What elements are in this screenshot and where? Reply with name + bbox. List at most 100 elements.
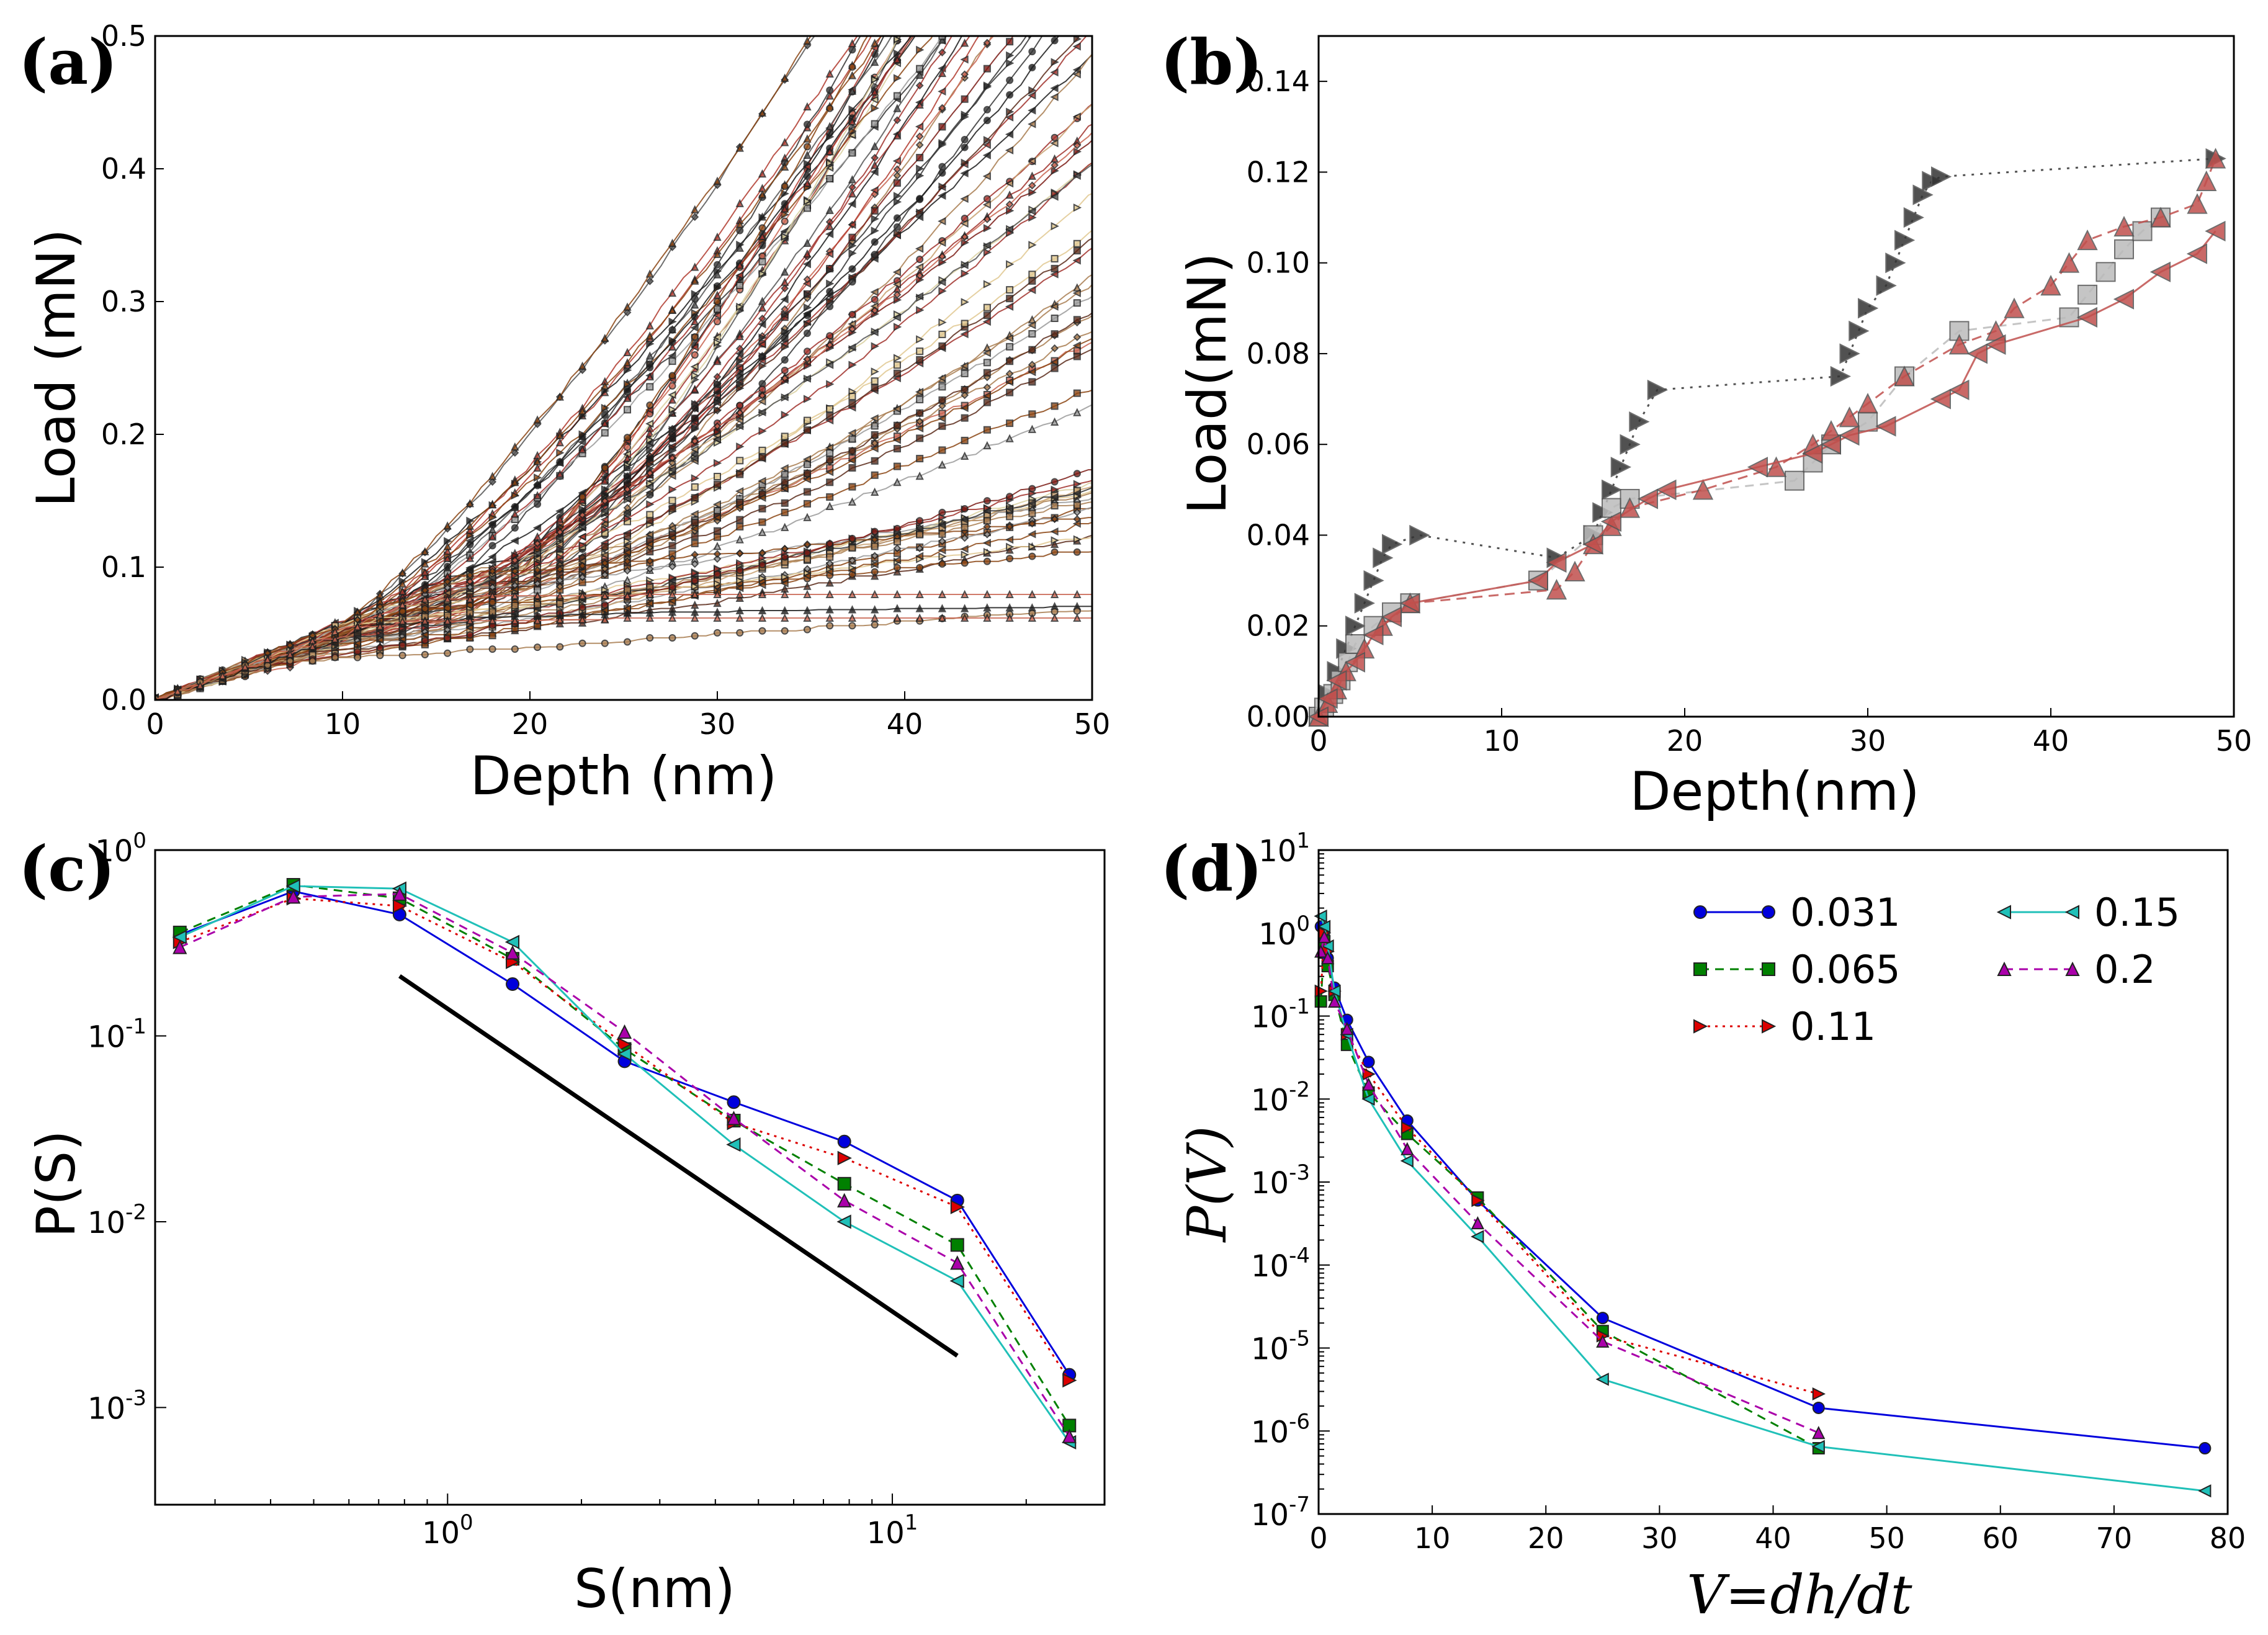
curve-marker-a (825, 222, 834, 230)
curve-marker-a (758, 315, 766, 323)
curve-marker-a (1096, 343, 1103, 349)
data-point-c-0.15 (285, 879, 300, 894)
curve-marker-a (691, 213, 699, 222)
curve-marker-a (624, 638, 632, 646)
data-point-b-red-up-triangles (1692, 479, 1714, 500)
curve-marker-a (578, 639, 586, 647)
curve-marker-a (1119, 591, 1125, 598)
data-point-b-dark-right-triangles (1903, 207, 1924, 228)
curve-marker-a (938, 589, 947, 598)
curve-marker-a (1028, 552, 1036, 560)
series-line-b-gray-squares (1317, 217, 2161, 717)
curve-marker-a (691, 577, 699, 585)
curve-marker-a (939, 0, 945, 1)
curve-marker-a (601, 476, 609, 485)
curve-marker-a (1096, 336, 1103, 342)
data-point-b-red-left-triangles (1546, 552, 1567, 573)
curve-marker-a (1051, 402, 1059, 410)
curve-marker-a (623, 613, 632, 622)
curve-marker-a (758, 446, 766, 454)
panel-label-b: (b) (1160, 25, 1263, 99)
curve-marker-a (938, 401, 946, 410)
curve-marker-a (758, 527, 767, 536)
curve-marker-a (870, 414, 879, 423)
data-point-c-0.031 (727, 1095, 741, 1109)
curve-marker-a (555, 392, 564, 401)
curve-marker-a (1073, 613, 1082, 622)
curve-marker-a (983, 517, 991, 525)
curve-marker-a (736, 457, 744, 465)
load-curve-a (155, 36, 971, 699)
curve-marker-a (983, 195, 991, 203)
data-point-c-0.15 (949, 1273, 964, 1289)
curve-marker-a (848, 249, 857, 258)
data-point-d-0.15 (1811, 1440, 1825, 1453)
data-point-b-gray-squares (1785, 470, 1804, 491)
curve-marker-a (871, 104, 879, 112)
curve-marker-a (1096, 156, 1103, 163)
curve-marker-a (917, 25, 923, 31)
curve-marker-a (375, 635, 384, 645)
curve-marker-a (1050, 417, 1059, 426)
curve-marker-a (533, 457, 542, 465)
curve-marker-a (826, 279, 835, 288)
legend-marker-0.15 (1996, 905, 2011, 920)
curve-marker-a (1096, 221, 1103, 227)
curve-marker-a (917, 2, 923, 8)
curve-marker-a (1096, 475, 1103, 482)
curve-marker-a (939, 17, 945, 23)
legend-marker-0.11 (1693, 1019, 1708, 1034)
tick-label-b-y: 0.10 (1247, 246, 1310, 280)
curve-marker-a (983, 398, 991, 406)
tick-label-b-y: 0.12 (1247, 155, 1310, 189)
curve-marker-a (848, 38, 857, 48)
data-point-b-red-up-triangles (1839, 406, 1860, 428)
curve-marker-a (578, 511, 586, 519)
curve-marker-a (1096, 603, 1103, 609)
curve-marker-a (736, 559, 745, 568)
curve-marker-a (960, 219, 969, 228)
curve-marker-a (961, 550, 969, 559)
curve-marker-a (758, 108, 767, 117)
curve-marker-a (871, 153, 879, 162)
curve-marker-a (893, 116, 902, 125)
curve-marker-a (803, 549, 811, 557)
curve-marker-a (555, 576, 564, 585)
curve-marker-a (961, 613, 969, 622)
curve-marker-a (1096, 325, 1103, 331)
curve-marker-a (961, 143, 969, 151)
curve-marker-a (848, 189, 857, 198)
legend-label-0.065: 0.065 (1790, 947, 1901, 992)
data-point-b-red-left-triangles (1582, 534, 1603, 555)
curve-marker-a (938, 87, 946, 96)
curve-marker-a (691, 371, 699, 380)
curve-marker-a (826, 287, 834, 295)
curve-marker-a (1096, 398, 1103, 404)
data-point-b-dark-right-triangles (1345, 616, 1366, 637)
curve-marker-a (398, 579, 407, 588)
data-point-c-0.11 (1062, 1373, 1077, 1388)
series-line-c-0.11 (179, 897, 1070, 1381)
curve-marker-a (533, 491, 542, 499)
curve-marker-a (533, 415, 542, 424)
curve-marker-a (601, 496, 609, 505)
curve-marker-a (668, 289, 677, 297)
curve-marker-a (892, 156, 901, 166)
curve-marker-a (848, 392, 856, 400)
curve-marker-a (848, 241, 857, 250)
curve-marker-a (668, 542, 676, 550)
curve-marker-a (1119, 526, 1125, 532)
curve-marker-a (1006, 59, 1015, 68)
curve-marker-a (533, 591, 542, 600)
tick-label-d-x: 20 (1528, 1521, 1564, 1555)
curve-marker-a (803, 143, 811, 151)
curve-marker-a (668, 435, 676, 443)
curve-marker-a (691, 560, 699, 568)
curve-marker-a (714, 305, 721, 313)
data-point-c-0.2 (286, 889, 301, 904)
curve-marker-a (871, 87, 879, 96)
curve-marker-a (1028, 330, 1036, 338)
curve-marker-a (488, 591, 497, 600)
curve-marker-a (825, 605, 834, 614)
curve-marker-a (623, 454, 632, 462)
